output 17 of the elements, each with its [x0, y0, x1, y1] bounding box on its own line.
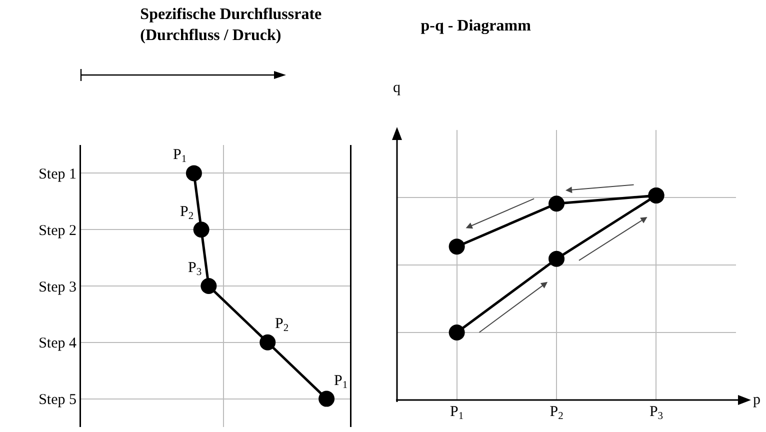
x-axis-title: p — [753, 392, 760, 408]
x-tick-label: P$_{1}$ — [450, 404, 464, 422]
chart-title: Spezifische Durchflussrate (Durchfluss / Druck) — [140, 6, 322, 44]
y-tick-label: Step 2 — [38, 222, 76, 239]
annotation: P$_{1}$ — [173, 147, 187, 166]
y-tick-label: Step 3 — [38, 279, 76, 296]
y-tick-label: Step 4 — [38, 336, 77, 352]
x-tick-label: P$_{3}$ — [649, 404, 664, 422]
y-tick-label: Step 5 — [38, 392, 76, 408]
chart-title: p-q - Diagramm — [420, 17, 532, 34]
annotation: P$_{2}$ — [180, 204, 194, 222]
annotation: P$_{3}$ — [188, 260, 202, 278]
x-tick-label: P$_{2}$ — [550, 404, 564, 422]
annotation: P$_{1}$ — [334, 373, 348, 392]
annotation: P$_{2}$ — [275, 316, 289, 334]
y-axis-title: q — [393, 80, 401, 96]
y-tick-label: Step 1 — [38, 166, 76, 182]
